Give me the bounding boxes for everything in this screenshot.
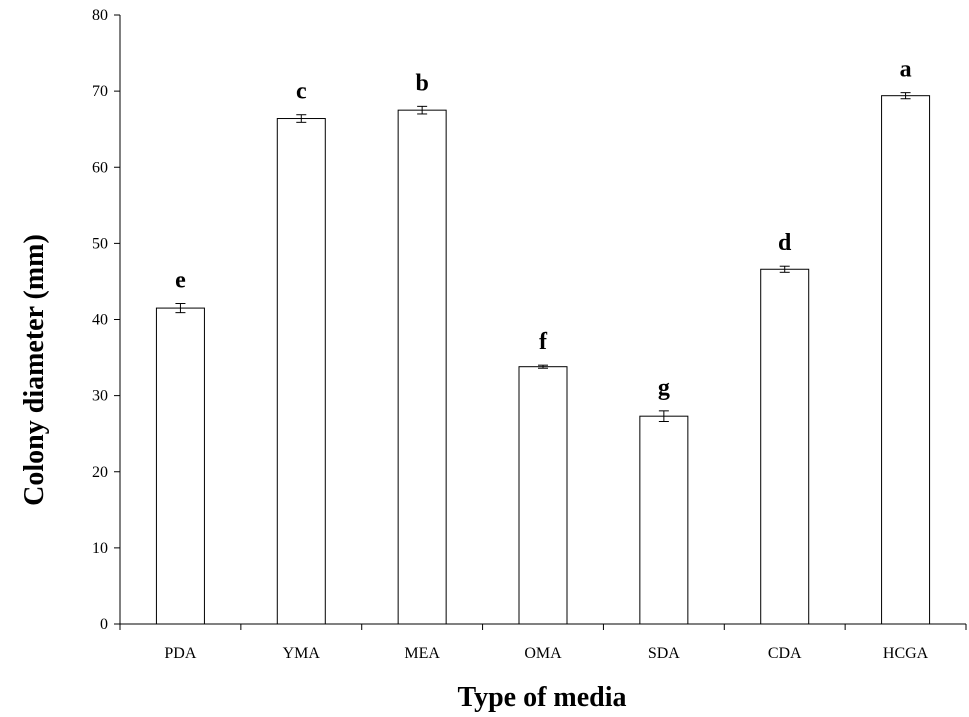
x-tick-label: HCGA [883,645,929,662]
significance-letter: e [175,268,186,294]
significance-letter: g [658,375,670,401]
bar-oma [518,366,568,625]
significance-letter: a [900,57,912,83]
x-tick-label: OMA [524,645,562,662]
bar-hcga [881,95,931,625]
bar-yma [276,118,326,625]
x-tick-label: YMA [283,645,321,662]
y-tick-label: 60 [92,159,108,176]
x-axis-title: Type of media [457,682,626,713]
bar-cda [760,268,810,625]
y-tick-label: 70 [92,83,108,100]
y-tick-label: 20 [92,464,108,481]
bar-mea [397,109,447,625]
significance-letter: f [539,329,548,355]
axes: 0 10 20 30 40 50 60 70 80 [92,7,967,633]
y-tick-label: 10 [92,540,108,557]
x-tick-label: SDA [648,645,680,662]
y-tick-label: 0 [100,616,108,633]
significance-letter: b [415,70,428,96]
significance-letter: c [296,79,307,105]
y-axis-title: Colony diameter (mm) [19,234,50,506]
y-tick-label: 30 [92,388,108,405]
y-tick-label: 40 [92,312,108,329]
significance-letter: d [778,230,792,256]
bar-pda [155,307,205,625]
y-tick-label: 50 [92,235,108,252]
x-tick-label: MEA [404,645,440,662]
bar-sda [639,415,689,625]
x-tick-label: PDA [164,645,196,662]
x-tick-label: CDA [768,645,802,662]
bars [155,92,931,625]
labels: e PDA c YMA b MEA f OMA g SDA d CDA a HCGA [164,57,928,662]
y-tick-label: 80 [92,7,108,24]
